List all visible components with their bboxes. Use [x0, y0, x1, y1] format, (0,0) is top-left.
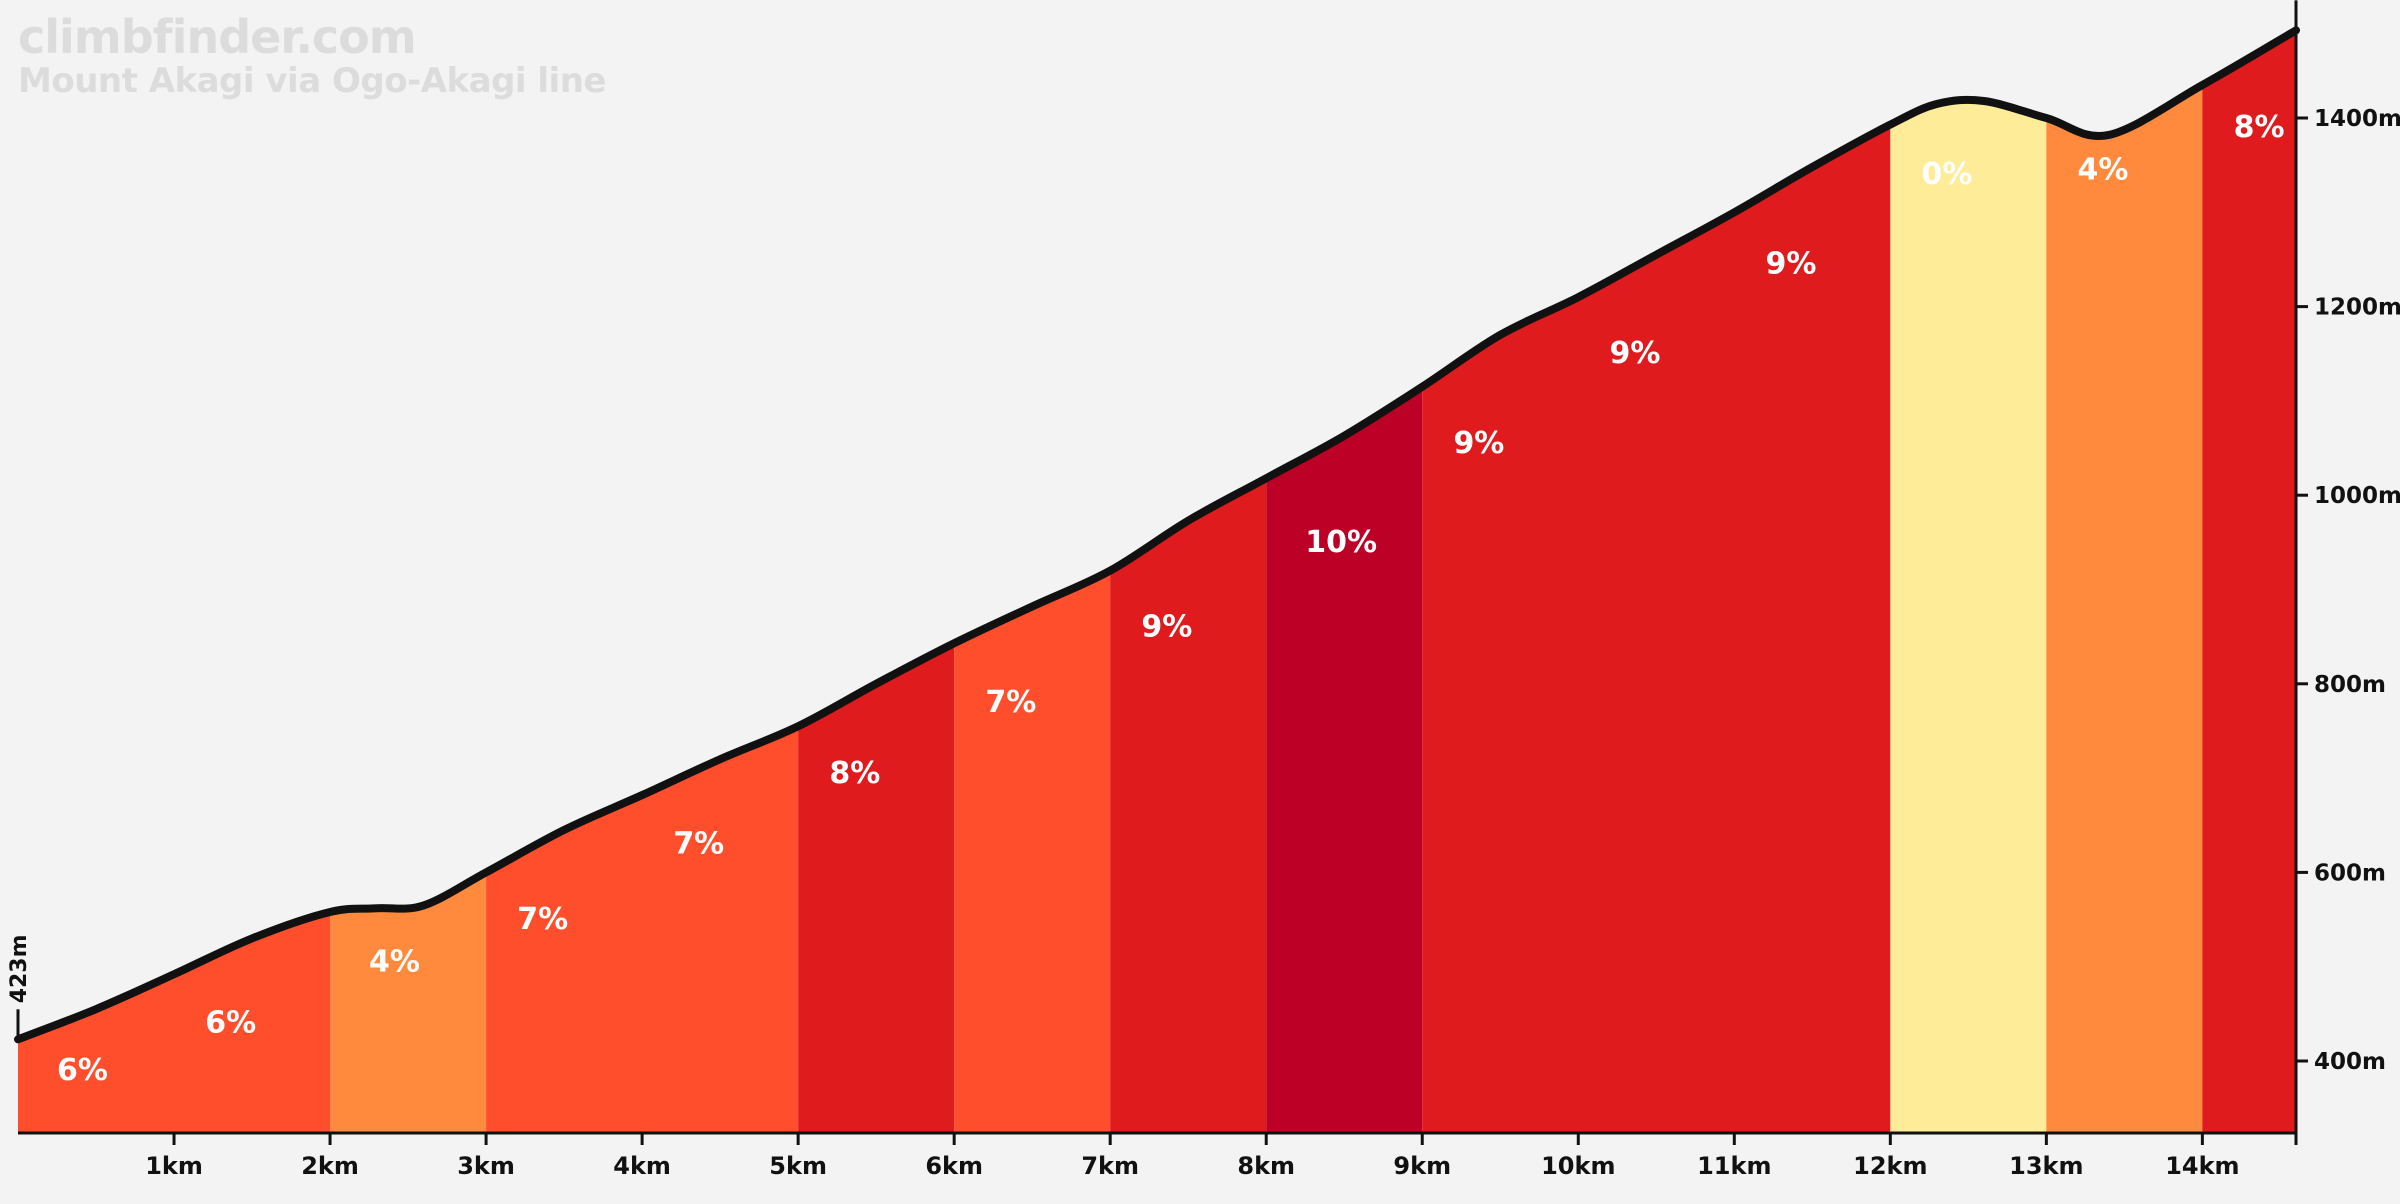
x-tick-label-2: 2km: [301, 1152, 359, 1180]
x-tick-label-4: 4km: [613, 1152, 671, 1180]
profile-line-layer: [14, 26, 2300, 1044]
y-tick-label-800: 800m: [2314, 672, 2386, 698]
gradient-segment-7: [1266, 386, 1423, 1133]
axes: 1km 2km 3km 4km 5km 6km 7km 8km 9km 10km 11km 12km 1…: [7, 0, 2400, 1180]
x-tick-label-3: 3km: [457, 1152, 515, 1180]
gradient-label-12: 9%: [1766, 247, 1817, 282]
x-tick-label-8: 8km: [1237, 1152, 1295, 1180]
watermark: climbfinder.com Mount Akagi via Ogo-Akag…: [18, 14, 606, 98]
x-tick-label-7: 7km: [1081, 1152, 1139, 1180]
gradient-label-5: 7%: [673, 827, 724, 862]
y-tick-label-1400: 1400m: [2314, 106, 2400, 132]
gradient-label-15: 8%: [2234, 110, 2285, 145]
gradient-segment-8: [1422, 124, 1891, 1133]
gradient-label-13: 0%: [1922, 157, 1973, 192]
gradient-label-14: 4%: [2078, 152, 2129, 187]
gradient-segment-5: [954, 570, 1111, 1133]
x-tick-label-14: 14km: [2165, 1152, 2239, 1180]
watermark-site: climbfinder.com: [18, 10, 417, 64]
gradient-label-9: 10%: [1305, 525, 1377, 560]
x-tick-label-1: 1km: [145, 1152, 203, 1180]
y-tick-label-400: 400m: [2314, 1049, 2386, 1075]
elevation-profile-line: [14, 26, 2300, 1044]
y-tick-label-1200: 1200m: [2314, 295, 2400, 321]
x-tick-label-13: 13km: [2009, 1152, 2083, 1180]
x-tick-label-10: 10km: [1541, 1152, 1615, 1180]
watermark-climb-name: Mount Akagi via Ogo-Akagi line: [18, 61, 606, 101]
gradient-segment-4: [798, 643, 955, 1133]
gradient-segments: [18, 30, 2296, 1134]
gradient-label-3: 4%: [369, 944, 420, 979]
x-tick-label-11: 11km: [1697, 1152, 1771, 1180]
gradient-label-1: 6%: [57, 1053, 108, 1088]
gradient-segment-3: [486, 726, 799, 1133]
gradient-label-4: 7%: [517, 902, 568, 937]
gradient-label-7: 7%: [985, 685, 1036, 720]
x-tick-label-12: 12km: [1853, 1152, 1927, 1180]
gradient-label-11: 9%: [1609, 336, 1660, 371]
x-tick-label-5: 5km: [769, 1152, 827, 1180]
y-tick-label-1000: 1000m: [2314, 483, 2400, 509]
gradient-segment-10: [2046, 84, 2203, 1134]
gradient-labels: 6% 6% 4% 7% 7% 8% 7% 9% 10% 9% 9% 9% 0% 4% 8%: [57, 110, 2285, 1088]
gradient-segment-1: [18, 912, 331, 1133]
gradient-label-2: 6%: [205, 1006, 256, 1041]
gradient-segment-11: [2202, 30, 2296, 1133]
y-tick-label-600: 600m: [2314, 860, 2386, 886]
x-tick-label-6: 6km: [925, 1152, 983, 1180]
x-tick-label-9: 9km: [1393, 1152, 1451, 1180]
gradient-segment-6: [1110, 478, 1267, 1133]
gradient-label-10: 9%: [1453, 426, 1504, 461]
start-elevation-label: 423m: [7, 934, 32, 1003]
gradient-segment-2: [330, 872, 487, 1133]
gradient-segment-9: [1890, 99, 2047, 1134]
gradient-label-6: 8%: [829, 756, 880, 791]
gradient-label-8: 9%: [1141, 610, 1192, 645]
